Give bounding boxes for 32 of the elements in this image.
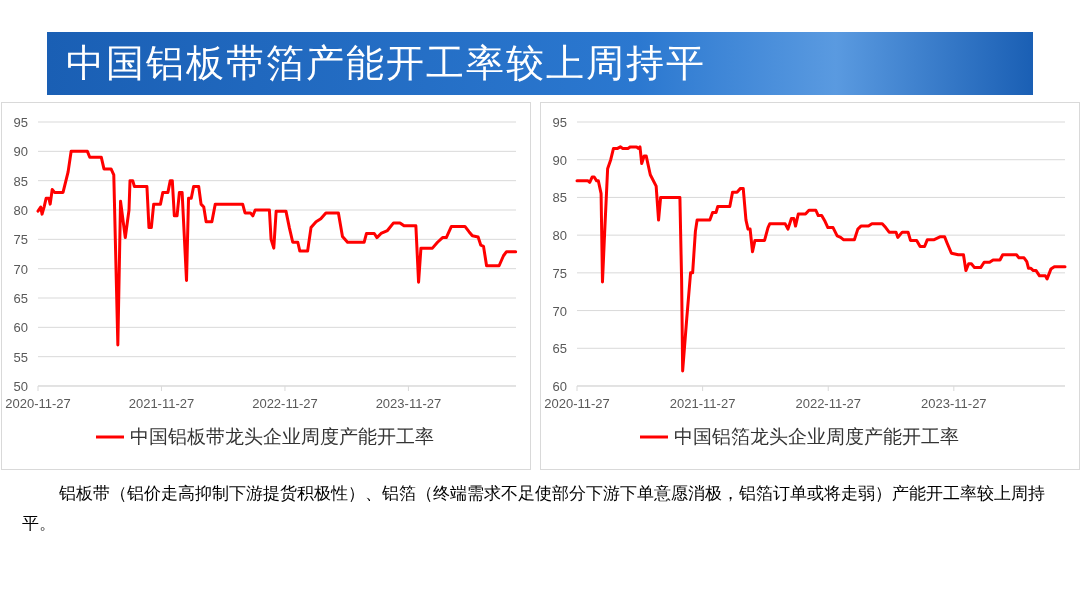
x-tick-label: 2021-11-27 (669, 396, 736, 411)
y-tick-label: 65 (13, 291, 28, 306)
y-tick-label: 65 (552, 341, 567, 357)
x-tick-label: 2020-11-27 (5, 396, 71, 411)
y-tick-label: 85 (552, 190, 567, 206)
text: 铝板带（铝价走高抑制下游提货积极性）、铝箔（终端需求不足使部分下游下单意愿消极，铝箔订单或将走弱）产能开工率较上周持平。 (22, 482, 1047, 535)
y-tick-label: 90 (13, 144, 28, 160)
y-tick-label: 70 (13, 261, 28, 277)
chart-title: 中国铝板带箔产能开工率较上周持平 (66, 40, 706, 87)
y-tick-label: 55 (13, 349, 28, 365)
x-tick-label: 2023-11-27 (921, 396, 987, 411)
y-tick-label: 60 (13, 320, 28, 336)
y-tick-label: 80 (13, 203, 28, 218)
x-tick-label: 2022-11-27 (795, 396, 861, 411)
legend-label: 中国铝板带龙头企业周度产能开工率 (130, 425, 434, 447)
y-tick-label: 50 (13, 379, 28, 394)
y-tick-label: 80 (552, 228, 567, 244)
legend-label: 中国铝箔龙头企业周度产能开工率 (674, 425, 959, 447)
y-tick-label: 75 (552, 265, 567, 281)
x-tick-label: 2023-11-27 (375, 396, 442, 411)
line-series (575, 145, 1067, 373)
y-tick-label: 95 (552, 115, 567, 130)
line-series (36, 149, 518, 347)
y-tick-label: 70 (552, 303, 567, 319)
y-tick-label: 95 (13, 115, 28, 130)
y-tick-label: 60 (552, 379, 567, 394)
y-tick-label: 90 (552, 152, 567, 168)
x-tick-label: 2020-11-27 (544, 396, 610, 411)
x-tick-label: 2021-11-27 (128, 396, 195, 411)
y-tick-label: 75 (13, 232, 28, 248)
x-tick-label: 2022-11-27 (252, 396, 318, 411)
y-tick-label: 85 (13, 173, 28, 189)
